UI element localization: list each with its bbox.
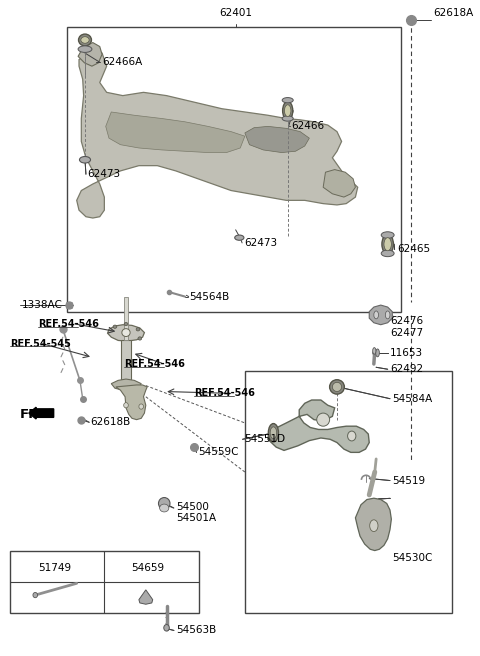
Text: 51749: 51749 [38, 564, 72, 573]
Text: REF.54-545: REF.54-545 [10, 338, 71, 349]
Bar [68, 27, 401, 312]
Ellipse shape [282, 116, 293, 121]
Ellipse shape [384, 237, 391, 251]
Text: 54559C: 54559C [198, 447, 239, 457]
Ellipse shape [385, 311, 390, 319]
Ellipse shape [124, 403, 128, 408]
Text: 54584A: 54584A [392, 394, 432, 403]
Text: 62473: 62473 [244, 238, 277, 248]
Text: 54551D: 54551D [244, 434, 285, 444]
Ellipse shape [164, 625, 169, 631]
Ellipse shape [372, 348, 376, 354]
Text: 54501A: 54501A [176, 513, 216, 523]
Text: 62618A: 62618A [434, 8, 474, 18]
Ellipse shape [235, 235, 244, 240]
Ellipse shape [79, 34, 92, 46]
Ellipse shape [348, 431, 356, 441]
Text: 54659: 54659 [132, 564, 165, 573]
Ellipse shape [136, 328, 140, 331]
Polygon shape [369, 305, 392, 325]
Ellipse shape [282, 98, 293, 103]
Polygon shape [78, 43, 102, 66]
Ellipse shape [376, 349, 379, 357]
Ellipse shape [332, 382, 342, 392]
Ellipse shape [374, 311, 378, 319]
Polygon shape [116, 385, 147, 420]
Text: 62465: 62465 [397, 245, 430, 255]
Ellipse shape [285, 105, 291, 117]
Text: 11653: 11653 [390, 348, 423, 358]
Ellipse shape [270, 427, 276, 439]
Ellipse shape [158, 497, 170, 509]
Ellipse shape [124, 323, 128, 326]
FancyArrow shape [29, 407, 54, 419]
Ellipse shape [78, 46, 92, 52]
Text: REF.54-546: REF.54-546 [38, 319, 99, 329]
Polygon shape [111, 379, 141, 390]
Ellipse shape [122, 329, 130, 337]
Ellipse shape [138, 337, 142, 340]
Ellipse shape [160, 504, 169, 512]
Text: 54564B: 54564B [190, 291, 230, 302]
Text: 54563B: 54563B [176, 625, 216, 636]
Text: 1338AC: 1338AC [22, 300, 62, 310]
Polygon shape [108, 325, 144, 341]
Text: REF.54-546: REF.54-546 [124, 359, 185, 369]
Text: FR.: FR. [20, 408, 45, 421]
Text: 62477: 62477 [390, 327, 423, 338]
Ellipse shape [139, 404, 144, 409]
Ellipse shape [330, 380, 344, 394]
Ellipse shape [268, 424, 278, 442]
Polygon shape [106, 112, 245, 153]
Text: 54500: 54500 [176, 502, 209, 512]
Bar [10, 550, 199, 613]
Text: 62618B: 62618B [91, 417, 131, 427]
Ellipse shape [33, 592, 37, 598]
Ellipse shape [283, 102, 293, 120]
Text: 62401: 62401 [219, 8, 252, 18]
Polygon shape [355, 498, 391, 550]
Ellipse shape [80, 157, 91, 163]
Polygon shape [323, 170, 355, 197]
Text: REF.54-546: REF.54-546 [194, 388, 255, 398]
Text: 62473: 62473 [87, 169, 120, 179]
Ellipse shape [381, 232, 394, 238]
Text: 62492: 62492 [390, 364, 423, 374]
Polygon shape [245, 127, 309, 153]
Bar [245, 371, 452, 613]
Polygon shape [268, 400, 369, 453]
Ellipse shape [382, 234, 394, 254]
Bar [124, 297, 128, 340]
Ellipse shape [370, 520, 378, 531]
Ellipse shape [381, 250, 394, 256]
Text: 54519: 54519 [392, 476, 425, 485]
Bar [121, 340, 131, 387]
Polygon shape [139, 590, 153, 604]
Text: 62466A: 62466A [102, 57, 142, 67]
Polygon shape [77, 50, 358, 218]
Text: 62476: 62476 [390, 316, 423, 327]
Ellipse shape [81, 37, 89, 43]
Text: 62466: 62466 [291, 121, 324, 131]
Ellipse shape [317, 413, 330, 426]
Text: 54530C: 54530C [392, 554, 432, 564]
Ellipse shape [113, 325, 117, 328]
